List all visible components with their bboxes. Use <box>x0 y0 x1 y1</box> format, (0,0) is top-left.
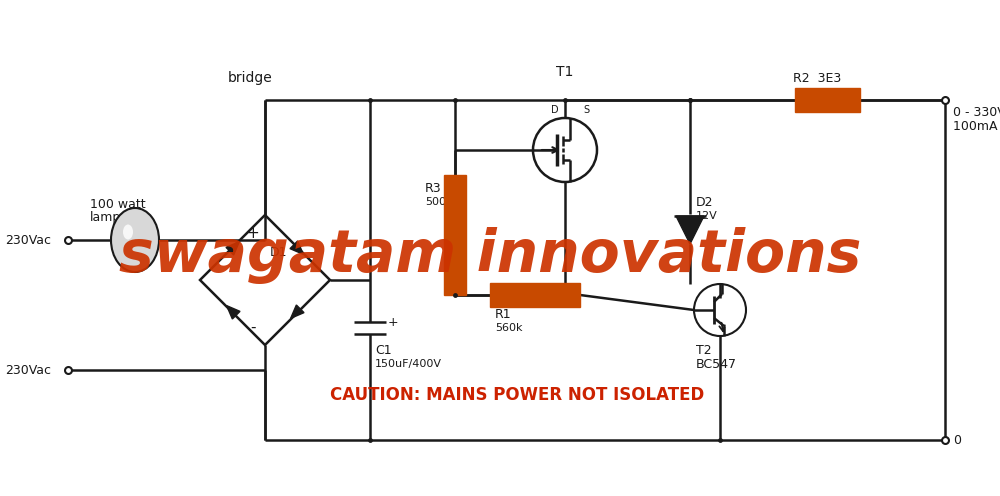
Text: R1: R1 <box>495 309 512 321</box>
Text: D: D <box>551 105 559 115</box>
Text: bridge: bridge <box>228 71 272 85</box>
Text: BC547: BC547 <box>696 358 737 371</box>
Text: lamp: lamp <box>90 211 121 225</box>
Text: S: S <box>583 105 589 115</box>
Text: 100 watt: 100 watt <box>90 197 146 210</box>
Text: 0 - 330Vdc: 0 - 330Vdc <box>953 106 1000 119</box>
Text: +: + <box>247 226 259 241</box>
Text: CAUTION: MAINS POWER NOT ISOLATED: CAUTION: MAINS POWER NOT ISOLATED <box>330 386 704 404</box>
FancyBboxPatch shape <box>490 283 580 307</box>
Text: +: + <box>388 315 399 328</box>
Text: 12V: 12V <box>696 211 718 221</box>
Text: -: - <box>250 319 256 334</box>
Text: swagatam innovations: swagatam innovations <box>119 227 861 284</box>
Ellipse shape <box>111 208 159 272</box>
Text: D2: D2 <box>696 195 714 208</box>
Text: 150uF/400V: 150uF/400V <box>375 359 442 369</box>
Text: D1: D1 <box>270 246 288 258</box>
FancyBboxPatch shape <box>444 175 466 295</box>
Text: 500k: 500k <box>425 197 452 207</box>
Text: R3: R3 <box>425 183 442 195</box>
Text: 560k: 560k <box>495 323 522 333</box>
Polygon shape <box>676 216 704 244</box>
Text: 0: 0 <box>953 434 961 446</box>
Text: 230Vac: 230Vac <box>5 364 51 376</box>
Text: T1: T1 <box>556 65 574 79</box>
Polygon shape <box>227 306 240 319</box>
FancyBboxPatch shape <box>795 88 860 112</box>
Polygon shape <box>226 242 239 255</box>
Polygon shape <box>291 305 304 318</box>
Ellipse shape <box>123 225 133 240</box>
Polygon shape <box>290 241 303 254</box>
Text: C1: C1 <box>375 344 392 357</box>
Text: T2: T2 <box>696 344 712 357</box>
Text: R2  3E3: R2 3E3 <box>793 71 841 84</box>
Text: 230Vac: 230Vac <box>5 234 51 247</box>
Text: 100mA max: 100mA max <box>953 120 1000 132</box>
